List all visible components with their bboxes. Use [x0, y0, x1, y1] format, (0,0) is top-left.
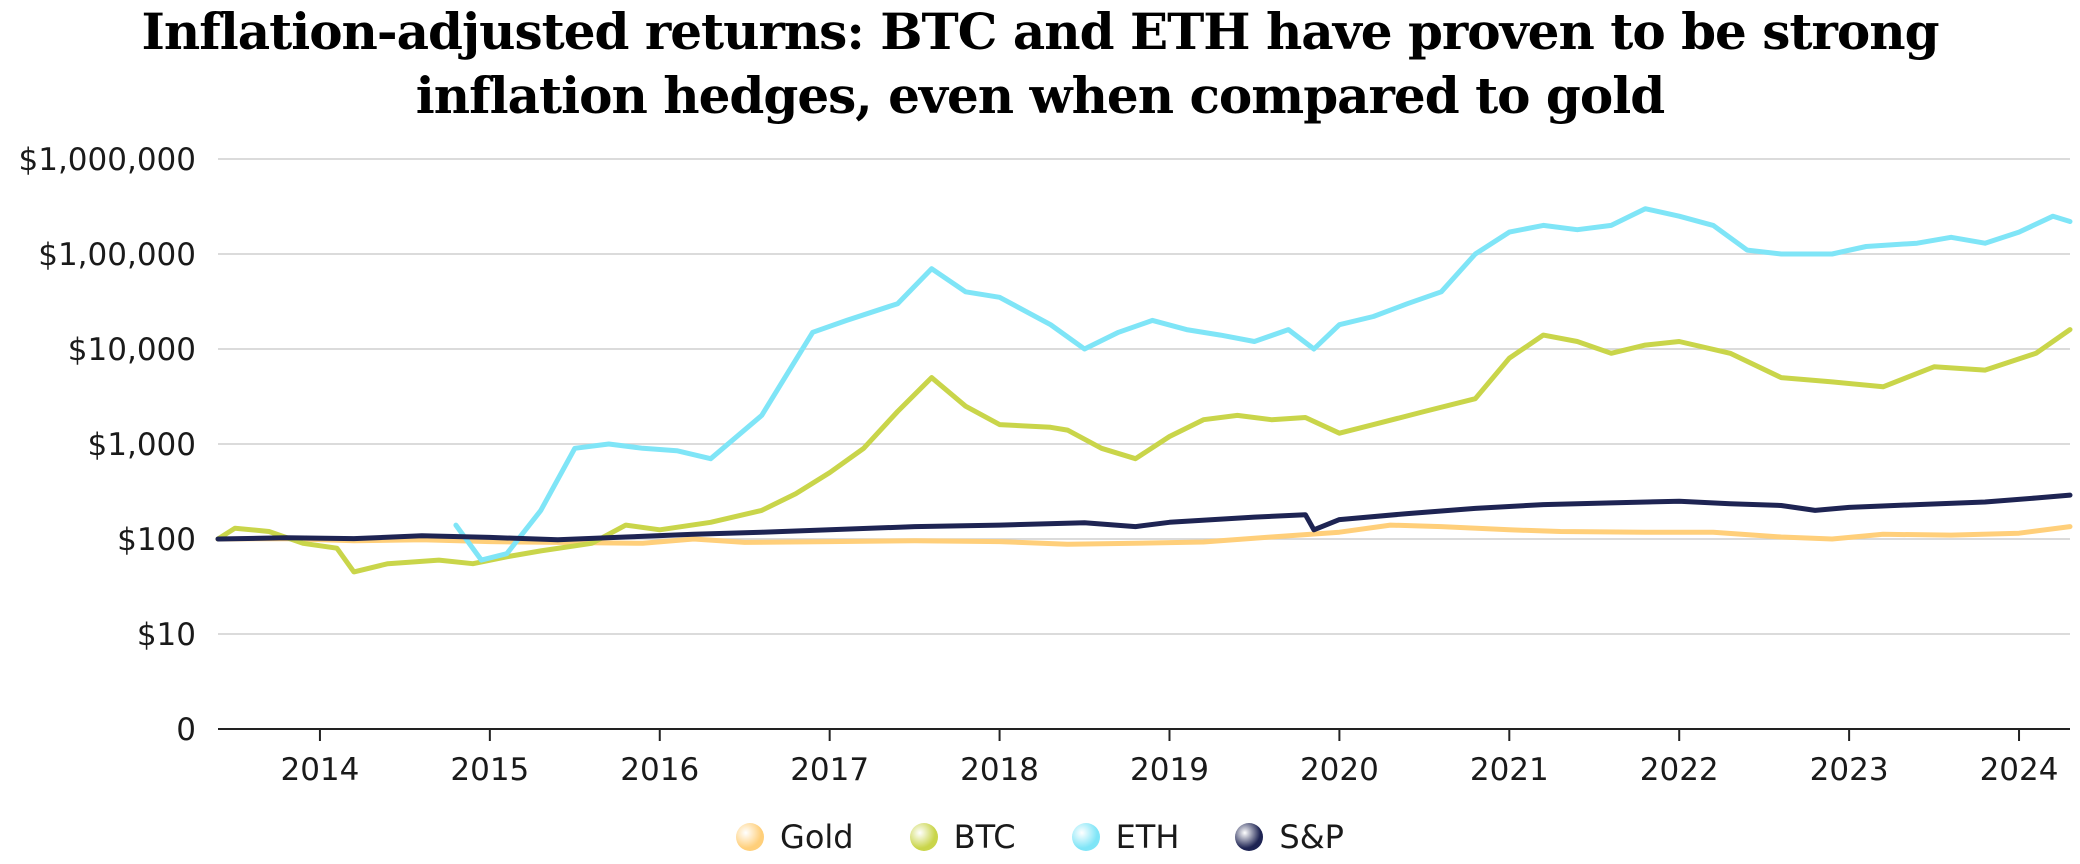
- x-axis-tick-labels: 2014 2015 2016 2017 2018 2019 2020 2021 2022 2023…: [280, 729, 2058, 788]
- legend-swatch-eth: [1071, 823, 1100, 851]
- grid-lines: [218, 158, 2070, 635]
- y-tick-label: 0: [176, 712, 196, 748]
- y-tick-label: $1,000: [88, 427, 196, 463]
- x-tick-label: 2020: [1300, 752, 1379, 788]
- y-tick-label: $1,00,000: [38, 237, 196, 273]
- x-tick-label: 2017: [790, 752, 869, 788]
- legend-swatch-gold: [736, 823, 765, 851]
- legend: Gold BTC ETH S&P: [0, 818, 2080, 856]
- x-tick-label: 2018: [960, 752, 1039, 788]
- legend-swatch-btc: [909, 823, 938, 851]
- series-line-s-p: [215, 492, 2073, 543]
- legend-item-sp: S&P: [1235, 818, 1344, 856]
- legend-item-eth: ETH: [1071, 818, 1180, 856]
- x-tick-label: 2016: [620, 752, 699, 788]
- x-tick-label: 2022: [1640, 752, 1719, 788]
- x-tick-label: 2015: [450, 752, 529, 788]
- legend-label-eth: ETH: [1115, 818, 1180, 856]
- x-tick-label: 2014: [280, 752, 359, 788]
- chart-title-line-2: inflation hedges, even when compared to …: [415, 66, 1665, 125]
- y-tick-label: $10: [137, 617, 196, 653]
- series-line-gold: [215, 522, 2073, 547]
- y-tick-label: $10,000: [68, 332, 196, 368]
- legend-item-gold: Gold: [736, 818, 854, 856]
- legend-item-btc: BTC: [909, 818, 1016, 856]
- y-axis-tick-labels: 0 $10 $100 $1,000 $10,000 $1,00,000 $1,000,000: [19, 142, 197, 748]
- series-line-eth: [453, 206, 2073, 563]
- chart-title-line-1: Inflation-adjusted returns: BTC and ETH …: [141, 2, 1939, 61]
- y-tick-label: $100: [117, 522, 196, 558]
- x-tick-label: 2023: [1810, 752, 1889, 788]
- legend-label-sp: S&P: [1279, 818, 1344, 856]
- series-line-btc: [215, 327, 2073, 575]
- x-tick-label: 2024: [1980, 752, 2059, 788]
- x-tick-label: 2021: [1470, 752, 1549, 788]
- legend-label-gold: Gold: [780, 818, 854, 856]
- x-tick-label: 2019: [1130, 752, 1209, 788]
- legend-swatch-sp: [1235, 823, 1264, 851]
- y-tick-label: $1,000,000: [19, 142, 197, 178]
- chart-title: Inflation-adjusted returns: BTC and ETH …: [0, 0, 2080, 128]
- legend-label-btc: BTC: [953, 818, 1016, 856]
- series-lines: [215, 206, 2073, 575]
